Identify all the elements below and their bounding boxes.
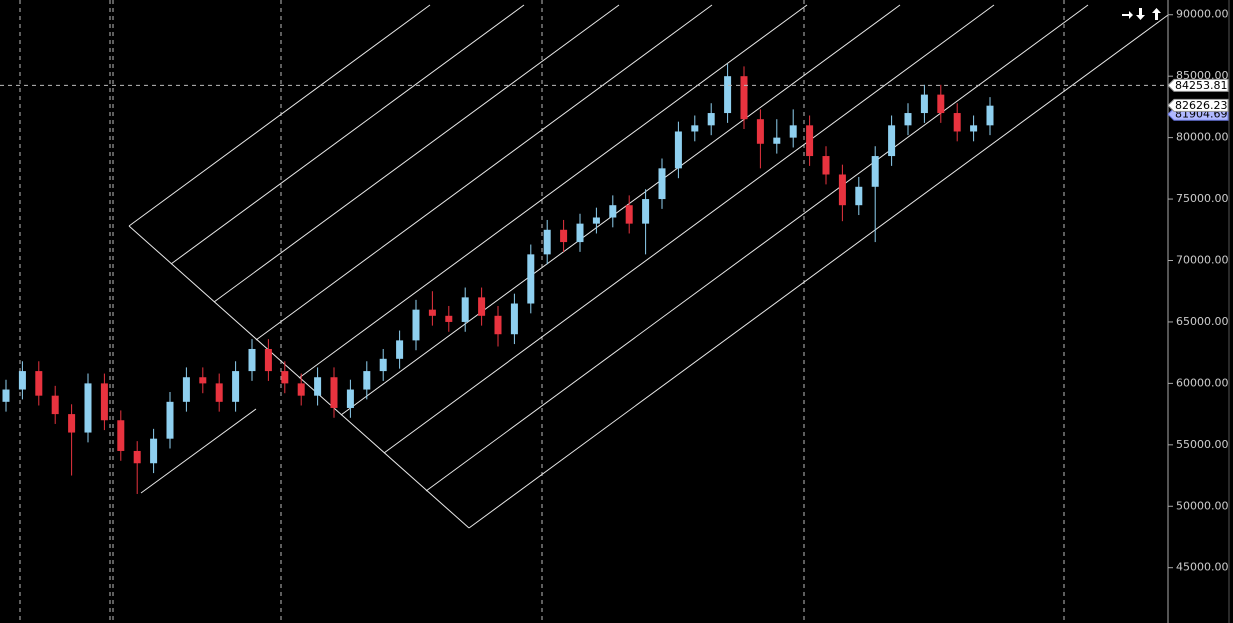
candle-body [904, 113, 912, 126]
drawing-line [468, 14, 1169, 529]
y-tick-label: 70000.00 [1176, 254, 1229, 267]
candle-body [478, 297, 486, 316]
y-tick-label: 60000.00 [1176, 376, 1229, 389]
candle-body [199, 377, 207, 384]
drawing-line [340, 4, 901, 416]
y-tick-label: 75000.00 [1176, 192, 1229, 205]
candle-body [740, 76, 748, 120]
drawing-line [170, 4, 525, 265]
drawing-line [140, 408, 257, 494]
candle-body [691, 125, 699, 132]
candle-body [297, 383, 305, 396]
candle-body [396, 340, 404, 359]
candle-body [986, 105, 994, 126]
last-price-box [1167, 98, 1229, 112]
candle-body [707, 113, 715, 126]
candle-body [494, 315, 502, 335]
candle-body [806, 125, 814, 157]
candle-body [330, 377, 338, 408]
candle-body [117, 420, 125, 451]
candle-body [379, 358, 387, 372]
last-price-label: 82626.23 [1175, 99, 1228, 112]
candle-body [51, 395, 59, 415]
candles [2, 63, 994, 494]
drawing-line [298, 4, 808, 379]
candle-body [855, 186, 863, 206]
candle-body [576, 223, 584, 243]
candle-body [789, 125, 797, 138]
candle-body [461, 297, 469, 322]
candle-body [871, 156, 879, 187]
drawing-line [425, 4, 1089, 492]
candle-body [412, 309, 420, 341]
candle-body [592, 217, 600, 224]
candle-body [428, 309, 436, 316]
candle-body [346, 389, 354, 408]
scroll-up-icon[interactable] [1152, 8, 1161, 20]
candle-body [773, 137, 781, 144]
candle-body [560, 229, 568, 243]
drawing-line [383, 4, 995, 454]
candle-body [150, 438, 158, 464]
candle-body [838, 174, 846, 206]
candle-body [2, 389, 10, 402]
candle-body [182, 377, 190, 402]
y-axis: 45000.00 50000.00 55000.00 60000.00 65000.00… [1168, 8, 1229, 574]
drawing-line [255, 4, 713, 341]
candle-body [232, 371, 240, 402]
candle-body [68, 414, 76, 433]
axis-panel [1168, 0, 1233, 623]
toolbar[interactable] [1122, 8, 1161, 20]
candle-body [133, 450, 141, 464]
candle-body [281, 371, 289, 384]
y-tick-label: 45000.00 [1176, 561, 1229, 574]
candle-body [35, 371, 43, 396]
candle-body [888, 125, 896, 157]
drawing-line [213, 4, 620, 303]
candle-body [527, 254, 535, 304]
candle-body [756, 119, 764, 144]
candle-body [724, 76, 732, 114]
candle-body [609, 205, 617, 218]
candle-body [920, 94, 928, 114]
candle-body [264, 348, 272, 372]
crosshair-price-box [1167, 78, 1229, 92]
candle-body [674, 131, 682, 169]
y-tick-label: 80000.00 [1176, 131, 1229, 144]
y-tick-label: 50000.00 [1176, 499, 1229, 512]
candle-body [822, 156, 830, 175]
candle-body [510, 303, 518, 335]
candle-body [18, 371, 26, 390]
candle-body [166, 401, 174, 439]
y-tick-label: 55000.00 [1176, 438, 1229, 451]
candle-body [445, 315, 453, 322]
candle-body [937, 94, 945, 114]
y-tick-label: 65000.00 [1176, 315, 1229, 328]
drawing-line [128, 4, 431, 227]
drawing-line [128, 225, 470, 529]
candle-body [642, 199, 650, 224]
scroll-right-icon[interactable] [1122, 11, 1133, 19]
y-tick-label: 90000.00 [1176, 8, 1229, 21]
crosshair-price-label: 84253.81 [1175, 79, 1228, 92]
candle-body [658, 168, 666, 200]
candle-body [363, 371, 371, 390]
scroll-down-icon[interactable] [1136, 8, 1145, 20]
candle-body [215, 383, 223, 402]
pitchfork-drawing [128, 4, 1169, 529]
candle-body [100, 383, 108, 421]
candle-body [625, 205, 633, 224]
candle-body [314, 377, 322, 396]
candle-body [84, 383, 92, 433]
candle-body [543, 229, 551, 255]
candle-body [248, 348, 256, 372]
candle-body [953, 113, 961, 132]
candle-body [970, 125, 978, 132]
